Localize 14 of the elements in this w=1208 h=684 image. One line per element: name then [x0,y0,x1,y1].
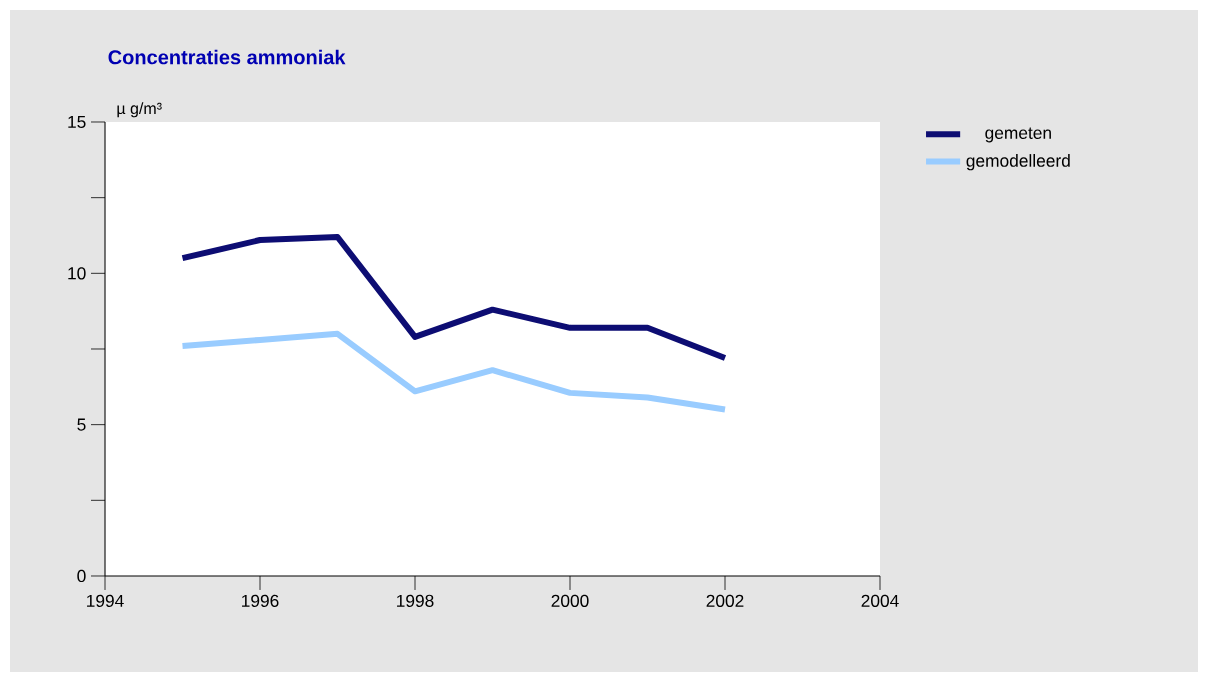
chart-title: Concentraties ammoniak [108,49,346,65]
legend-label: gemodelleerd [966,154,1070,171]
y-tick-label: 0 [77,569,86,583]
y-axis-title: µ g/m³ [117,102,162,118]
x-tick-label: 1994 [87,594,124,607]
x-tick-label: 2004 [861,594,899,607]
legend-label: gemeten [985,127,1051,143]
y-tick-label: 15 [68,115,86,129]
y-tick-label: 5 [77,418,86,431]
x-tick-label: 1996 [242,594,279,607]
x-tick-label: 2002 [706,594,744,607]
x-tick-label: 1998 [397,594,434,607]
x-tick-label: 2000 [551,594,589,607]
y-tick-label: 10 [68,267,86,280]
